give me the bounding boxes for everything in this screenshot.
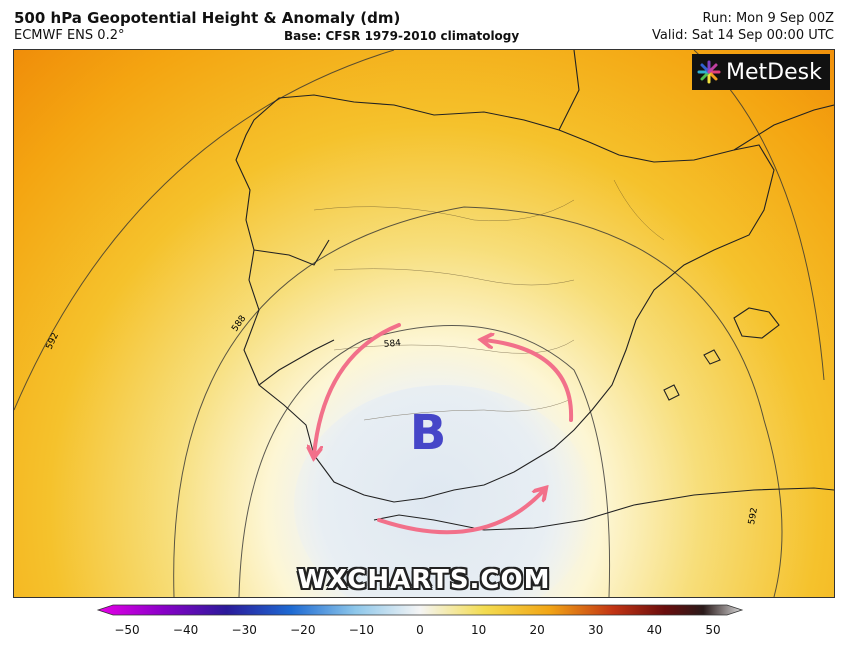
- contour-label: 592: [747, 507, 760, 526]
- colorbar-tick-label: −40: [173, 623, 198, 637]
- contour-line: [14, 50, 395, 411]
- colorbar-ticks: −50 −40 −30 −20 −10 0 10 20 30 40 50: [114, 623, 720, 637]
- rivers: [313, 179, 665, 421]
- contour-label: 584: [383, 339, 401, 350]
- circulation-arrow: [314, 323, 401, 455]
- circulation-arrow: [484, 340, 574, 422]
- coastlines: [235, 50, 834, 531]
- colorbar-tick-label: 20: [530, 623, 545, 637]
- colorbar-tick-label: 40: [647, 623, 662, 637]
- metdesk-swirl-icon: [692, 55, 726, 89]
- colorbar-tick-label: 50: [705, 623, 720, 637]
- colorbar: −50 −40 −30 −20 −10 0 10 20 30 40 50: [0, 600, 848, 650]
- metdesk-logo-text: MetDesk: [726, 59, 822, 85]
- wxcharts-watermark: WXCHARTS.COM: [297, 565, 551, 595]
- anomaly-map: 592 588 584 592: [13, 49, 835, 598]
- climatology-base-label: Base: CFSR 1979-2010 climatology: [284, 29, 520, 43]
- run-time-label: Run: Mon 9 Sep 00Z: [702, 11, 834, 26]
- colorbar-tick-label: 10: [471, 623, 486, 637]
- map-title: 500 hPa Geopotential Height & Anomaly (d…: [14, 9, 401, 27]
- map-canvas: 592 588 584 592: [14, 50, 834, 597]
- low-pressure-label: B: [410, 405, 447, 461]
- colorbar-tick-label: −20: [290, 623, 315, 637]
- circulation-arrow: [377, 490, 544, 535]
- valid-time-label: Valid: Sat 14 Sep 00:00 UTC: [652, 28, 834, 43]
- colorbar-tick-label: −50: [114, 623, 139, 637]
- colorbar-tick-label: −30: [232, 623, 257, 637]
- north-africa-coast: [373, 487, 834, 531]
- contour-line: [173, 206, 783, 597]
- circulation-arrows: [314, 323, 574, 535]
- colorbar-tick-label: 0: [416, 623, 424, 637]
- metdesk-logo: MetDesk: [692, 54, 830, 90]
- mallorca: [733, 307, 780, 339]
- cold-anomaly-core: [294, 385, 594, 597]
- model-label: ECMWF ENS 0.2°: [14, 28, 125, 43]
- colorbar-tick-label: −10: [349, 623, 374, 637]
- colorbar-tick-label: 30: [588, 623, 603, 637]
- colorbar-scale: [96, 604, 744, 616]
- contour-line: [238, 324, 611, 597]
